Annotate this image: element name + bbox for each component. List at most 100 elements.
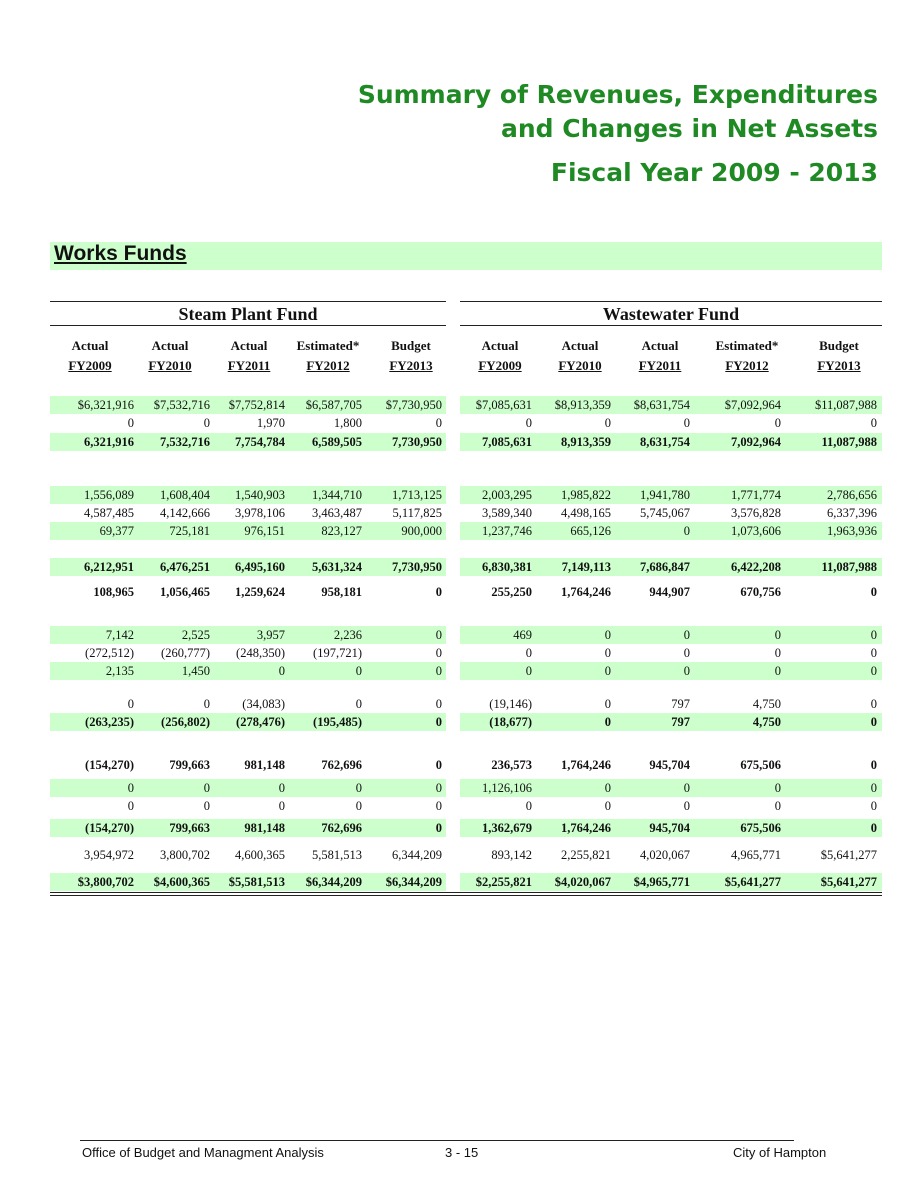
table-cell: 0 [435,821,442,835]
table-cell: 7,532,716 [160,435,210,449]
table-cell: 675,506 [740,821,781,835]
column-header-steam-fy2012: Estimated* FY2012 [296,338,360,373]
table-cell: 4,965,771 [731,848,781,862]
table-row-shading [50,396,446,414]
table-cell: 0 [683,781,690,795]
table-cell: 823,127 [321,524,362,538]
table-end-rule [50,892,882,893]
table-row-shading [50,626,446,644]
table-cell: 4,587,485 [84,506,134,520]
table-cell: 2,003,295 [482,488,532,502]
fund-title-wastewater: Wastewater Fund [602,304,740,324]
table-cell: 236,573 [491,758,532,772]
table-cell: 1,764,246 [561,758,611,772]
table-cell: 1,344,710 [312,488,362,502]
table-row-shading [50,486,446,504]
table-cell: 1,985,822 [561,488,611,502]
table-cell: 0 [870,646,877,660]
column-header-wastewater-fy2009: Actual FY2009 [478,338,522,373]
column-header-wastewater-fy2011: Actual FY2011 [638,338,682,373]
table-cell: 0 [604,664,611,678]
table-cell: (248,350) [236,646,285,660]
table-cell: 675,506 [740,758,781,772]
table-cell: 7,092,964 [731,435,781,449]
column-header-steam-fy2011: Actual FY2011 [227,338,271,373]
table-cell: 0 [683,628,690,642]
table-row-shading [50,662,446,680]
table-cell: 0 [683,646,690,660]
table-cell: 1,771,774 [731,488,781,502]
table-cell: 1,608,404 [160,488,210,502]
table-cell: 6,337,396 [827,506,877,520]
table-cell: 2,786,656 [827,488,877,502]
table-cell: 7,085,631 [482,435,532,449]
table-cell: 0 [604,781,611,795]
table-cell: 0 [203,799,210,813]
table-cell: 0 [435,697,442,711]
table-cell: 0 [278,664,285,678]
table-cell: 3,800,702 [160,848,210,862]
table-cell: 7,686,847 [640,560,690,574]
table-cell: 1,450 [181,664,210,678]
table-cell: 7,730,950 [392,435,442,449]
table-cell: 0 [278,799,285,813]
column-header-wastewater-fy2012: Estimated* FY2012 [715,338,779,373]
table-cell: 0 [355,799,362,813]
table-cell: (34,083) [242,697,285,711]
table-cell: 7,754,784 [235,435,285,449]
table-cell: 0 [435,416,442,430]
table-cell: 4,142,666 [160,506,210,520]
table-cell: 1,259,624 [235,585,285,599]
table-cell: 0 [127,781,134,795]
table-cell: 1,963,936 [827,524,877,538]
table-cell: 799,663 [169,758,210,772]
table-row-shading [460,873,882,891]
table-cell: 0 [683,416,690,430]
table-cell: $6,344,209 [385,875,442,889]
table-cell: $7,730,950 [385,398,442,412]
table-cell: 0 [870,664,877,678]
table-cell: (154,270) [85,758,134,772]
table-row-shading [460,626,882,644]
table-row-shading [460,522,882,540]
table-cell: $5,641,277 [820,875,877,889]
table-cell: 6,830,381 [482,560,532,574]
table-cell: (197,721) [313,646,362,660]
table-cell: 6,212,951 [84,560,134,574]
page-title-line2: and Changes in Net Assets [500,114,878,143]
table-cell: 8,631,754 [640,435,690,449]
table-cell: 7,149,113 [561,560,611,574]
table-cell: 2,236 [333,628,362,642]
table-cell: 799,663 [169,821,210,835]
table-cell: 1,713,125 [392,488,442,502]
table-cell: 0 [435,628,442,642]
table-cell: 0 [355,781,362,795]
table-cell: 0 [683,524,690,538]
table-cell: $6,587,705 [305,398,362,412]
footer-page-number: 3 - 15 [445,1145,479,1160]
table-cell: 0 [355,697,362,711]
footer-office: Office of Budget and Managment Analysis [82,1145,324,1160]
table-cell: (260,777) [161,646,210,660]
table-cell: 0 [774,664,781,678]
table-cell: 1,941,780 [640,488,690,502]
table-cell: 69,377 [99,524,134,538]
table-cell: 0 [774,416,781,430]
table-row-shading [460,713,882,731]
table-cell: 5,631,324 [312,560,362,574]
page-title-line1: Summary of Revenues, Expenditures [357,80,878,109]
table-row-shading [50,873,446,891]
table-cell: 0 [525,664,532,678]
table-cell: $7,085,631 [475,398,532,412]
table-row-shading [460,433,882,451]
table-cell: 0 [355,664,362,678]
table-row-shading [50,433,446,451]
table-cell: 6,589,505 [312,435,362,449]
table-cell: 2,135 [105,664,134,678]
table-row-shading [460,396,882,414]
table-cell: 0 [774,781,781,795]
table-cell: 945,704 [649,758,690,772]
table-cell: $3,800,702 [77,875,134,889]
table-cell: 4,750 [752,697,781,711]
fund-rule-wastewater [460,301,882,302]
